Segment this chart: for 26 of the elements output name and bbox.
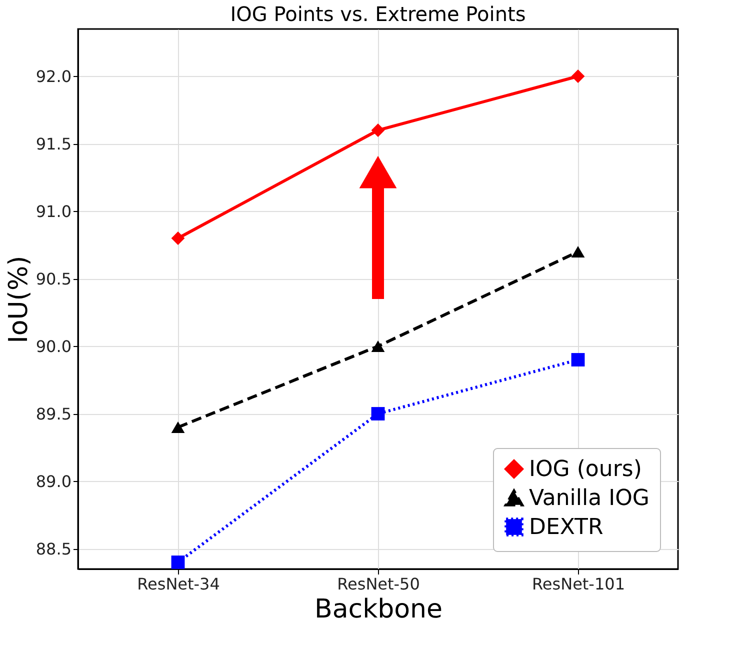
point <box>571 353 585 366</box>
y-tick-label: 90.5 <box>36 269 72 288</box>
y-axis-title: IoU(%) <box>4 256 34 344</box>
point <box>171 556 185 569</box>
legend-label: DEXTR <box>529 515 604 540</box>
y-tick-label: 88.5 <box>36 539 72 558</box>
y-tick-label: 91.5 <box>36 134 72 154</box>
point <box>371 340 385 352</box>
point <box>171 232 185 245</box>
x-axis-title: Backbone <box>314 594 443 624</box>
y-tick-label: 91.0 <box>36 202 72 221</box>
point <box>371 407 385 420</box>
chart-title: IOG Points vs. Extreme Points <box>230 2 526 26</box>
x-tick-label: ResNet-101 <box>532 574 625 594</box>
legend-label: Vanilla IOG <box>529 486 650 511</box>
y-tick-label: 90.0 <box>36 336 72 356</box>
point <box>571 246 585 258</box>
point <box>371 124 385 137</box>
x-tick-label: ResNet-50 <box>337 574 420 594</box>
y-tick-label: 92.0 <box>36 66 72 86</box>
point <box>171 421 185 434</box>
y-tick-label: 89.5 <box>36 404 72 424</box>
legend-label: IOG (ours) <box>529 457 642 482</box>
x-tick-label: ResNet-34 <box>137 574 220 594</box>
y-tick-label: 89.0 <box>36 472 72 491</box>
point <box>571 70 585 83</box>
